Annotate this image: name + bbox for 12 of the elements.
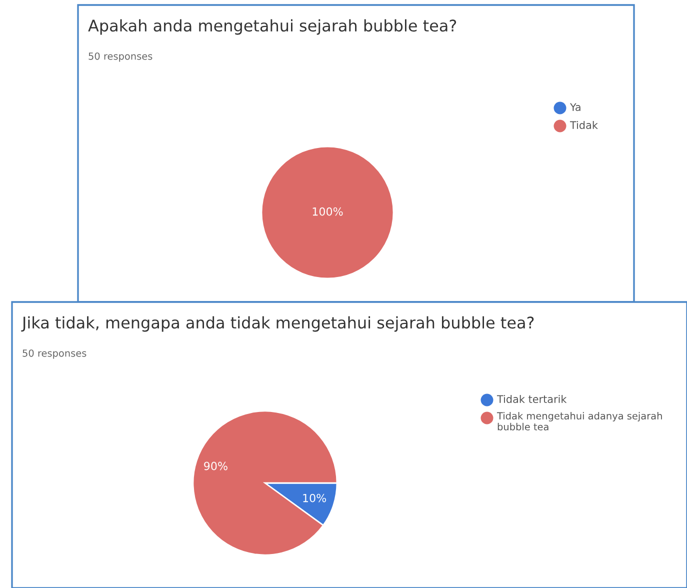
chart-title: Jika tidak, mengapa anda tidak mengetahui sejarah bubble tea? — [21, 316, 534, 332]
legend-label: Ya — [570, 103, 580, 112]
data-label: 90% — [204, 462, 228, 470]
text: 50 responses — [22, 349, 86, 359]
data-label: 100% — [312, 207, 343, 216]
legend-label: Tidak tertarik — [496, 394, 567, 404]
chart-title: Apakah anda mengetahui sejarah bubble tea? — [88, 19, 456, 35]
data-label: 10% — [303, 494, 326, 502]
pie-slice — [192, 410, 338, 556]
legend-label: Tidak mengetahui adanya sejarah bubble tea — [496, 412, 662, 430]
text: 50 responses — [88, 52, 152, 62]
legend-label: Tidak — [570, 120, 598, 130]
